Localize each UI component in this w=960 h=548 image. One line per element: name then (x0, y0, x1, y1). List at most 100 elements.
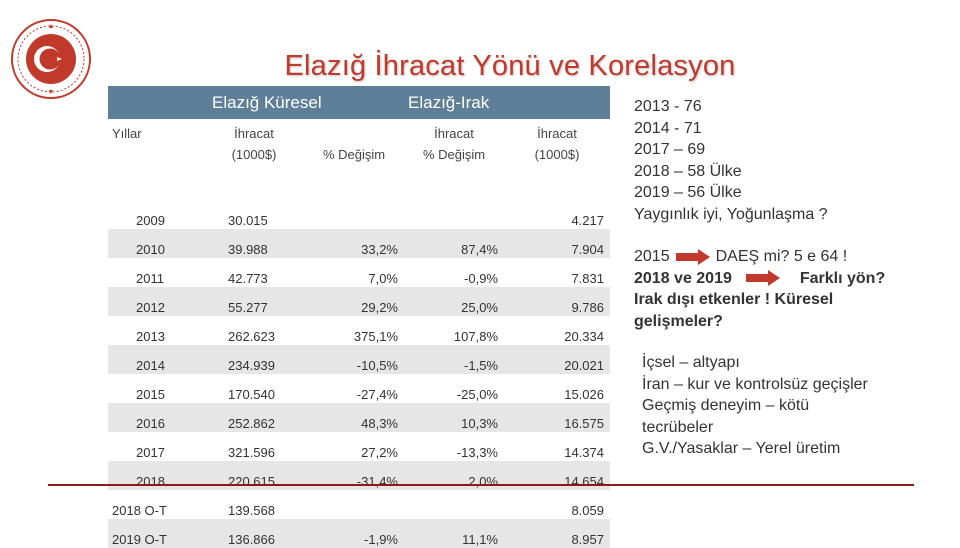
cell-change-iraq: 107,8% (453, 329, 498, 344)
cell-change (304, 200, 404, 229)
group-header-iraq: Elazığ-Irak (404, 86, 610, 119)
note-line: gelişmeler? (634, 312, 723, 330)
cell-export-iraq: 7.831 (571, 271, 604, 286)
note-line: Geçmiş deneyim – kötü (642, 397, 810, 414)
table-row: 2016 252.862 48,3% 10,3% 16.575 (108, 403, 610, 432)
note-line: Yaygınlık iyi, Yoğunlaşma ? (634, 205, 828, 223)
note-line: 2014 - 71 (634, 119, 702, 137)
col-header-change: % Değişim (304, 119, 404, 200)
cell-export-iraq: 15.026 (564, 387, 604, 402)
cell-year: 2018 O-T (112, 503, 167, 518)
table-row: 2010 39.988 33,2% 87,4% 7.904 (108, 229, 610, 258)
cell-export-iraq: 7.904 (504, 229, 610, 258)
cell-year: 2016 (108, 403, 204, 432)
cell-change-iraq: -1,5% (404, 345, 504, 374)
cell-export-iraq: 20.021 (504, 345, 610, 374)
cell-year: 2010 (108, 229, 204, 258)
cell-export-iraq: 14.374 (564, 445, 604, 460)
cell-change-iraq: 11,1% (404, 519, 504, 548)
cell-change-iraq: -13,3% (456, 445, 498, 460)
cell-export-iraq: 16.575 (504, 403, 610, 432)
right-arrow-icon (675, 248, 710, 265)
cell-change-iraq: -25,0% (456, 387, 498, 402)
note-line: 2017 – 69 (634, 141, 706, 158)
cell-export: 136.866 (204, 519, 304, 548)
cell-export: 30.015 (228, 213, 268, 228)
note-line: G.V./Yasaklar – Yerel üretim (642, 440, 841, 457)
cell-change-iraq: 10,3% (404, 403, 504, 432)
note-line: 2013 - 76 (634, 98, 702, 115)
table-row: 2015 170.540 -27,4% -25,0% 15.026 (108, 374, 610, 403)
cell-export: 252.862 (204, 403, 304, 432)
note-line: tecrübeler (642, 418, 714, 436)
export-table: Elazığ Küresel Elazığ-Irak Yıllar İhraca… (108, 86, 610, 548)
cell-change: 48,3% (304, 403, 404, 432)
cell-year: 2019 O-T (108, 519, 204, 548)
cell-export: 39.988 (204, 229, 304, 258)
table-row: 2009 30.015 4.217 (108, 200, 610, 229)
note-different-direction: Farklı yön? (799, 269, 886, 287)
note-line: İran – kur ve kontrolsüz geçişler (642, 375, 868, 393)
right-arrow-icon (745, 270, 780, 287)
table-row: 2012 55.277 29,2% 25,0% 9.786 (108, 287, 610, 316)
cell-export-iraq: 8.957 (504, 519, 610, 548)
cell-year: 2012 (108, 287, 204, 316)
cell-export: 234.939 (204, 345, 304, 374)
col-header-years: Yıllar (108, 119, 204, 200)
cell-export-iraq: 8.059 (571, 503, 604, 518)
cell-change: 29,2% (304, 287, 404, 316)
cell-export: 42.773 (228, 271, 268, 286)
note-2015: 2015 (634, 248, 670, 265)
cell-change: 33,2% (304, 229, 404, 258)
table-body: 2009 30.015 4.217 2010 39.988 33,2% 87,4% 7.904… (108, 200, 610, 548)
note-line: 2019 – 56 Ülke (634, 184, 742, 201)
cell-year: 2009 (136, 213, 165, 228)
table-row: 2013 262.623 375,1% 107,8% 20.334 (108, 316, 610, 345)
table-row: 2017 321.596 27,2% -13,3% 14.374 (108, 432, 610, 461)
col-header-export-iraq: İhracat (1000$) (504, 119, 610, 200)
notes-factors: İçsel – altyapı İran – kur ve kontrolsüz… (642, 352, 868, 460)
bottom-divider (48, 484, 914, 486)
table-row: 2018 O-T 139.568 8.059 (108, 490, 610, 519)
table-row: 2011 42.773 7,0% -0,9% 7.831 (108, 258, 610, 287)
cell-year: 2013 (136, 329, 165, 344)
cell-change: 7,0% (368, 271, 398, 286)
cell-export: 321.596 (228, 445, 275, 460)
cell-change-iraq: 25,0% (404, 287, 504, 316)
cell-change: -1,9% (304, 519, 404, 548)
cell-export-iraq: 20.334 (564, 329, 604, 344)
group-header-global: Elazığ Küresel (204, 86, 404, 119)
note-line: İçsel – altyapı (642, 354, 740, 371)
cell-change: 27,2% (361, 445, 398, 460)
cell-export: 170.540 (228, 387, 275, 402)
note-daes: DAEŞ mi? 5 e 64 ! (715, 248, 848, 265)
cell-change: 375,1% (353, 329, 398, 344)
cell-year: 2015 (136, 387, 165, 402)
page-title: Elazığ İhracat Yönü ve Korelasyon (284, 50, 736, 82)
cell-year: 2014 (108, 345, 204, 374)
table-row: 2019 O-T 136.866 -1,9% 11,1% 8.957 (108, 519, 610, 548)
col-header-export: İhracat (1000$) (204, 119, 304, 200)
notes-countries: 2013 - 76 2014 - 71 2017 – 69 2018 – 58 … (634, 96, 828, 225)
cell-change (304, 490, 404, 519)
cell-change-iraq (404, 200, 504, 229)
cell-change: -27,4% (356, 387, 398, 402)
col-header-change-iraq: İhracat% Değişim (404, 119, 504, 200)
note-2018-2019: 2018 ve 2019 (634, 269, 732, 287)
cell-change-iraq: 87,4% (404, 229, 504, 258)
cell-year: 2017 (136, 445, 165, 460)
cell-export: 139.568 (228, 503, 275, 518)
cell-export-iraq: 4.217 (571, 213, 604, 228)
cell-change: -10,5% (304, 345, 404, 374)
cell-export: 55.277 (204, 287, 304, 316)
cell-year: 2011 (136, 271, 164, 286)
cell-change-iraq: -0,9% (464, 271, 498, 286)
table-column-header-row: Yıllar İhracat (1000$) % Değişim İhracat%… (108, 119, 610, 200)
cell-export: 262.623 (228, 329, 275, 344)
cell-change-iraq (404, 490, 504, 519)
note-line: 2018 – 58 Ülke (634, 162, 742, 180)
table-row: 2014 234.939 -10,5% -1,5% 20.021 (108, 345, 610, 374)
cell-export-iraq: 9.786 (504, 287, 610, 316)
notes-questions: 2015 DAEŞ mi? 5 e 64 ! 2018 ve 2019 Farklı… (634, 246, 885, 332)
ministry-logo-icon (11, 19, 91, 99)
